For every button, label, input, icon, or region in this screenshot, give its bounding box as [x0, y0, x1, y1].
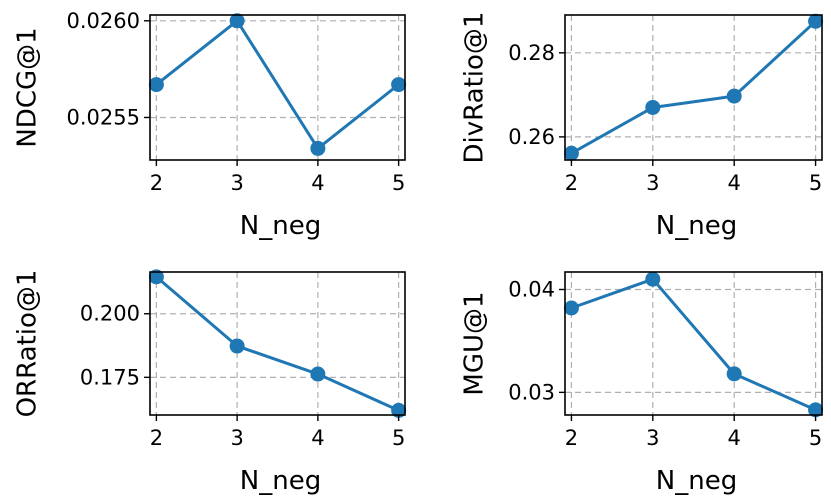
data-point	[148, 269, 164, 285]
y-axis-label: DivRatio@1	[460, 12, 490, 164]
data-point	[229, 13, 245, 29]
y-tick-label: 0.26	[508, 125, 555, 149]
y-tick-label: 0.200	[80, 302, 140, 326]
data-point	[563, 145, 579, 161]
x-tick-label: 3	[646, 426, 659, 450]
x-axis-label: N_neg	[656, 211, 737, 241]
x-tick-label: 4	[728, 426, 741, 450]
subplot-2: 2 3 4 5 0.26 0.28 N_neg DivRatio@1	[460, 12, 824, 241]
y-axis-label: NDCG@1	[13, 27, 43, 147]
x-tick-label: 5	[809, 426, 822, 450]
series-line	[570, 20, 817, 155]
y-tick-label: 0.0260	[67, 9, 140, 33]
data-point	[726, 366, 742, 382]
data-point	[310, 366, 326, 382]
y-tick-label: 0.28	[508, 41, 555, 65]
x-tick-label: 5	[809, 171, 822, 195]
axes-frame	[149, 271, 406, 416]
y-tick-label: 0.04	[508, 277, 555, 301]
data-point	[391, 77, 407, 93]
data-point	[645, 271, 661, 287]
x-tick-label: 5	[392, 426, 405, 450]
data-point	[808, 402, 824, 418]
x-axis-label: N_neg	[240, 466, 321, 496]
subplot-4: 2 3 4 5 0.03 0.04 N_neg MGU@1	[460, 271, 824, 496]
data-point	[391, 402, 407, 418]
y-tick-label: 0.0255	[67, 105, 140, 129]
x-tick-label: 5	[392, 171, 405, 195]
data-point	[563, 300, 579, 316]
x-axis-label: N_neg	[656, 466, 737, 496]
x-tick-label: 2	[150, 171, 163, 195]
x-tick-label: 2	[565, 426, 578, 450]
data-point	[808, 13, 824, 29]
x-tick-label: 4	[728, 171, 741, 195]
data-point	[310, 140, 326, 156]
axes-frame	[564, 271, 823, 416]
y-tick-label: 0.03	[508, 380, 555, 404]
y-axis-label: MGU@1	[460, 291, 490, 395]
x-tick-label: 2	[565, 171, 578, 195]
data-point	[229, 338, 245, 354]
y-axis-label: ORRatio@1	[13, 270, 43, 418]
series-line	[155, 19, 400, 150]
y-tick-label: 0.175	[80, 365, 140, 389]
x-tick-label: 3	[646, 171, 659, 195]
axes-frame	[564, 14, 823, 161]
x-tick-label: 3	[230, 426, 243, 450]
x-tick-label: 4	[311, 171, 324, 195]
subplot-1: 2 3 4 5 0.0255 0.0260 N_neg NDCG@1	[13, 9, 407, 241]
x-tick-label: 4	[311, 426, 324, 450]
series-line	[155, 275, 400, 412]
series-line	[570, 277, 817, 412]
subplot-3: 2 3 4 5 0.175 0.200 N_neg ORRatio@1	[13, 269, 407, 496]
x-tick-label: 3	[230, 171, 243, 195]
axes-frame	[149, 14, 406, 161]
x-tick-label: 2	[150, 426, 163, 450]
data-point	[726, 88, 742, 104]
data-point	[148, 77, 164, 93]
x-axis-label: N_neg	[240, 211, 321, 241]
data-point	[645, 99, 661, 115]
